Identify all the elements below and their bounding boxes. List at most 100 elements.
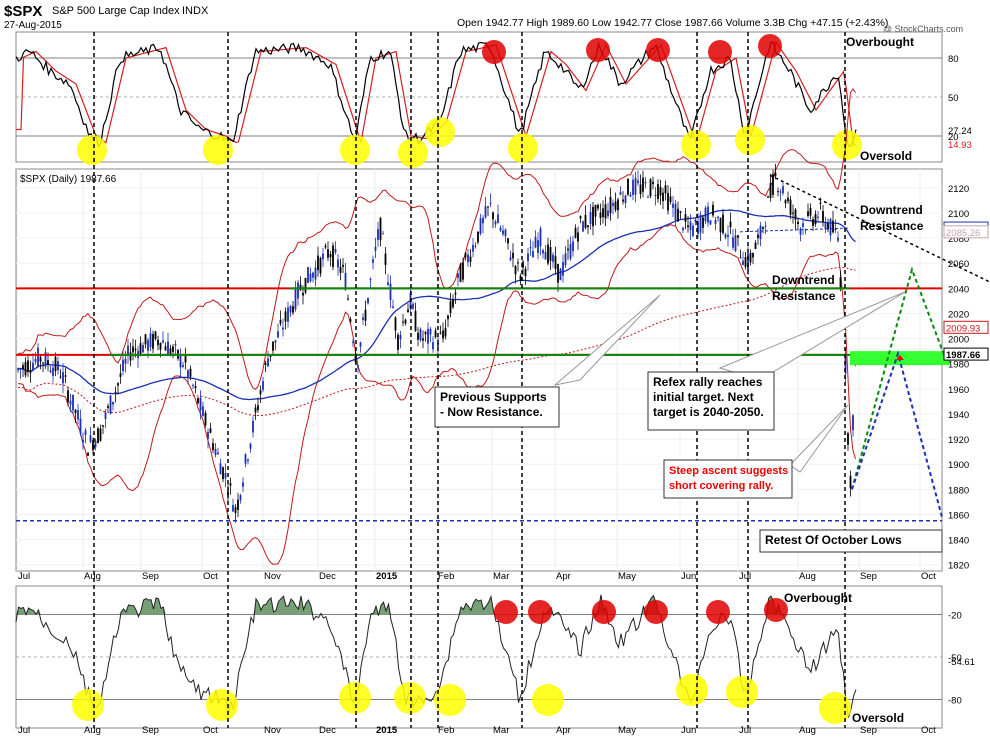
price-candle (349, 319, 352, 322)
price-candle (607, 210, 609, 217)
index-name-label: S&P 500 Large Cap Index (52, 5, 180, 17)
price-candle (652, 181, 654, 185)
price-candle (324, 245, 327, 248)
price-candle (439, 332, 442, 334)
price-tick-label: 1820 (948, 561, 969, 572)
price-candle (774, 172, 777, 177)
price-candle (277, 331, 279, 338)
price-candle (522, 261, 524, 268)
price-candle (49, 370, 52, 373)
price-candle (224, 473, 227, 479)
price-candle (147, 340, 149, 351)
willr-value: -54.61 (948, 657, 975, 668)
price-candle (99, 428, 102, 441)
value-tag (943, 347, 989, 361)
price-candle (184, 355, 187, 363)
price-candle (419, 329, 422, 341)
oversold-marker (676, 674, 708, 706)
price-candle (674, 203, 677, 220)
price-candle (347, 298, 349, 300)
price-candle (149, 333, 152, 347)
price-candle (517, 262, 519, 264)
price-candle (494, 221, 497, 225)
price-candle (327, 249, 329, 258)
price-candle (452, 298, 454, 308)
refex-rally-text: Refex rally reaches (653, 375, 763, 389)
stoch-d-value: 14.93 (948, 140, 972, 151)
price-candle (447, 315, 449, 320)
price-candle (39, 356, 42, 362)
price-tick-label: 2060 (948, 259, 969, 270)
price-candle (812, 219, 814, 226)
price-candle (354, 356, 357, 362)
price-candle (622, 199, 624, 202)
price-candle (449, 301, 452, 314)
price-candle (404, 319, 407, 324)
price-candle (694, 219, 697, 223)
retest-october-box (759, 529, 943, 553)
price-candle (832, 220, 834, 233)
price-candle (507, 238, 509, 244)
price-candle (387, 282, 389, 285)
williams-panel (15, 594, 857, 724)
price-candle (609, 196, 612, 214)
price-candle (384, 253, 387, 266)
price-candle (412, 303, 414, 309)
willr-tick-label: -50 (948, 653, 962, 664)
price-tick-label: 1920 (948, 435, 969, 446)
price-candle (699, 214, 702, 233)
price-candle (669, 196, 672, 203)
price-tick-label: 2120 (948, 184, 969, 195)
price-candle (802, 223, 804, 227)
annotations: Previous Supports- Now Resistance. Refex … (434, 203, 943, 553)
price-candle (287, 307, 289, 322)
price-candle (104, 412, 107, 419)
month-label-main: Mar (493, 571, 509, 582)
price-candle (849, 475, 852, 489)
price-candle (167, 341, 169, 356)
price-candle (534, 236, 537, 248)
price-candle (22, 365, 24, 370)
price-candle (87, 452, 89, 456)
price-candle (492, 212, 494, 220)
price-candle (454, 292, 457, 295)
price-candle (394, 317, 397, 331)
price-candle (374, 246, 377, 251)
price-candle (487, 206, 489, 208)
price-candle (217, 452, 219, 455)
exchange-label: INDX (182, 5, 209, 17)
price-candle (479, 218, 482, 234)
price-tick-label: 1980 (948, 360, 969, 371)
month-label-main: Apr (556, 571, 571, 582)
price-candle (667, 192, 669, 211)
price-candle (72, 394, 74, 411)
bottom-oversold-label: Oversold (852, 711, 904, 725)
price-candle (159, 342, 162, 350)
overbought-marker (646, 38, 670, 62)
price-candle (152, 334, 154, 349)
price-candle (752, 253, 754, 258)
price-candle (429, 328, 432, 335)
price-candle (239, 495, 242, 501)
oversold-marker (735, 125, 765, 155)
price-candle (499, 227, 502, 231)
price-candle (402, 321, 404, 323)
price-candle (24, 362, 27, 376)
price-candle (249, 443, 252, 449)
price-candle (744, 257, 747, 267)
price-candle (527, 253, 529, 262)
overbought-marker (764, 598, 788, 622)
prev-supports-text: Previous Supports (440, 390, 547, 404)
price-candle (74, 409, 77, 414)
price-candle (569, 243, 572, 259)
price-candle (44, 352, 47, 367)
price-candle (664, 185, 667, 194)
oversold-marker (819, 692, 851, 724)
price-candle (77, 410, 79, 420)
month-label-bot: Jul (739, 725, 751, 736)
price-candle (427, 328, 429, 344)
price-candle (472, 244, 474, 252)
price-candle (109, 395, 112, 414)
price-candle (587, 225, 589, 228)
price-candle (209, 428, 212, 433)
